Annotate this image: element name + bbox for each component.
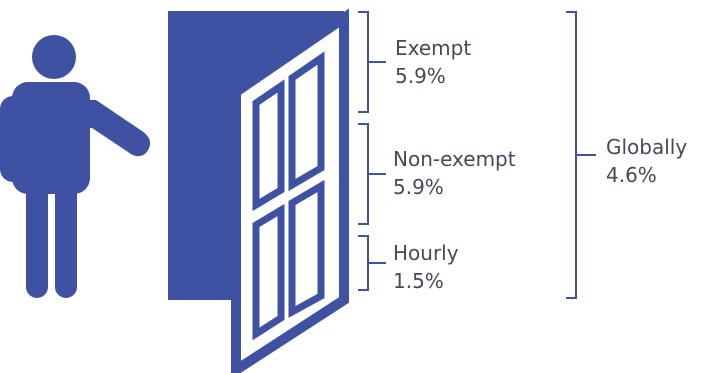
nonexempt-name: Non-exempt [393,147,516,171]
global-label: Globally 4.6% [606,133,687,189]
door-panel [231,8,349,373]
door-inner-panels [252,51,325,341]
exempt-value: 5.9% [395,64,446,88]
nonexempt-value: 5.9% [393,175,444,199]
hourly-label: Hourly 1.5% [393,239,459,295]
person-left-leg [26,180,48,298]
bracket-exempt [358,11,369,113]
open-door-icon [168,8,349,373]
door-panel-top-right [288,51,325,192]
door-frame [168,11,344,300]
bracket-hourly [358,235,369,291]
person-head [32,35,76,79]
person-icon [0,35,151,298]
person-right-leg [55,180,77,298]
global-name: Globally [606,135,688,159]
category-brackets [358,11,386,291]
exempt-name: Exempt [395,36,472,60]
door-panel-bottom-right [288,179,325,318]
nonexempt-label: Non-exempt 5.9% [393,145,516,201]
exempt-label: Exempt 5.9% [395,34,471,90]
global-bracket [566,11,596,299]
hourly-name: Hourly [393,241,459,265]
global-value: 4.6% [606,163,657,187]
person-right-arm [74,100,151,157]
person-torso [12,82,90,194]
hourly-value: 1.5% [393,269,444,293]
door-panel-top-left [252,79,285,212]
door-panel-bottom-left [252,203,285,341]
bracket-global [566,11,577,299]
bracket-nonexempt [358,123,369,225]
person-left-arm [0,96,26,182]
